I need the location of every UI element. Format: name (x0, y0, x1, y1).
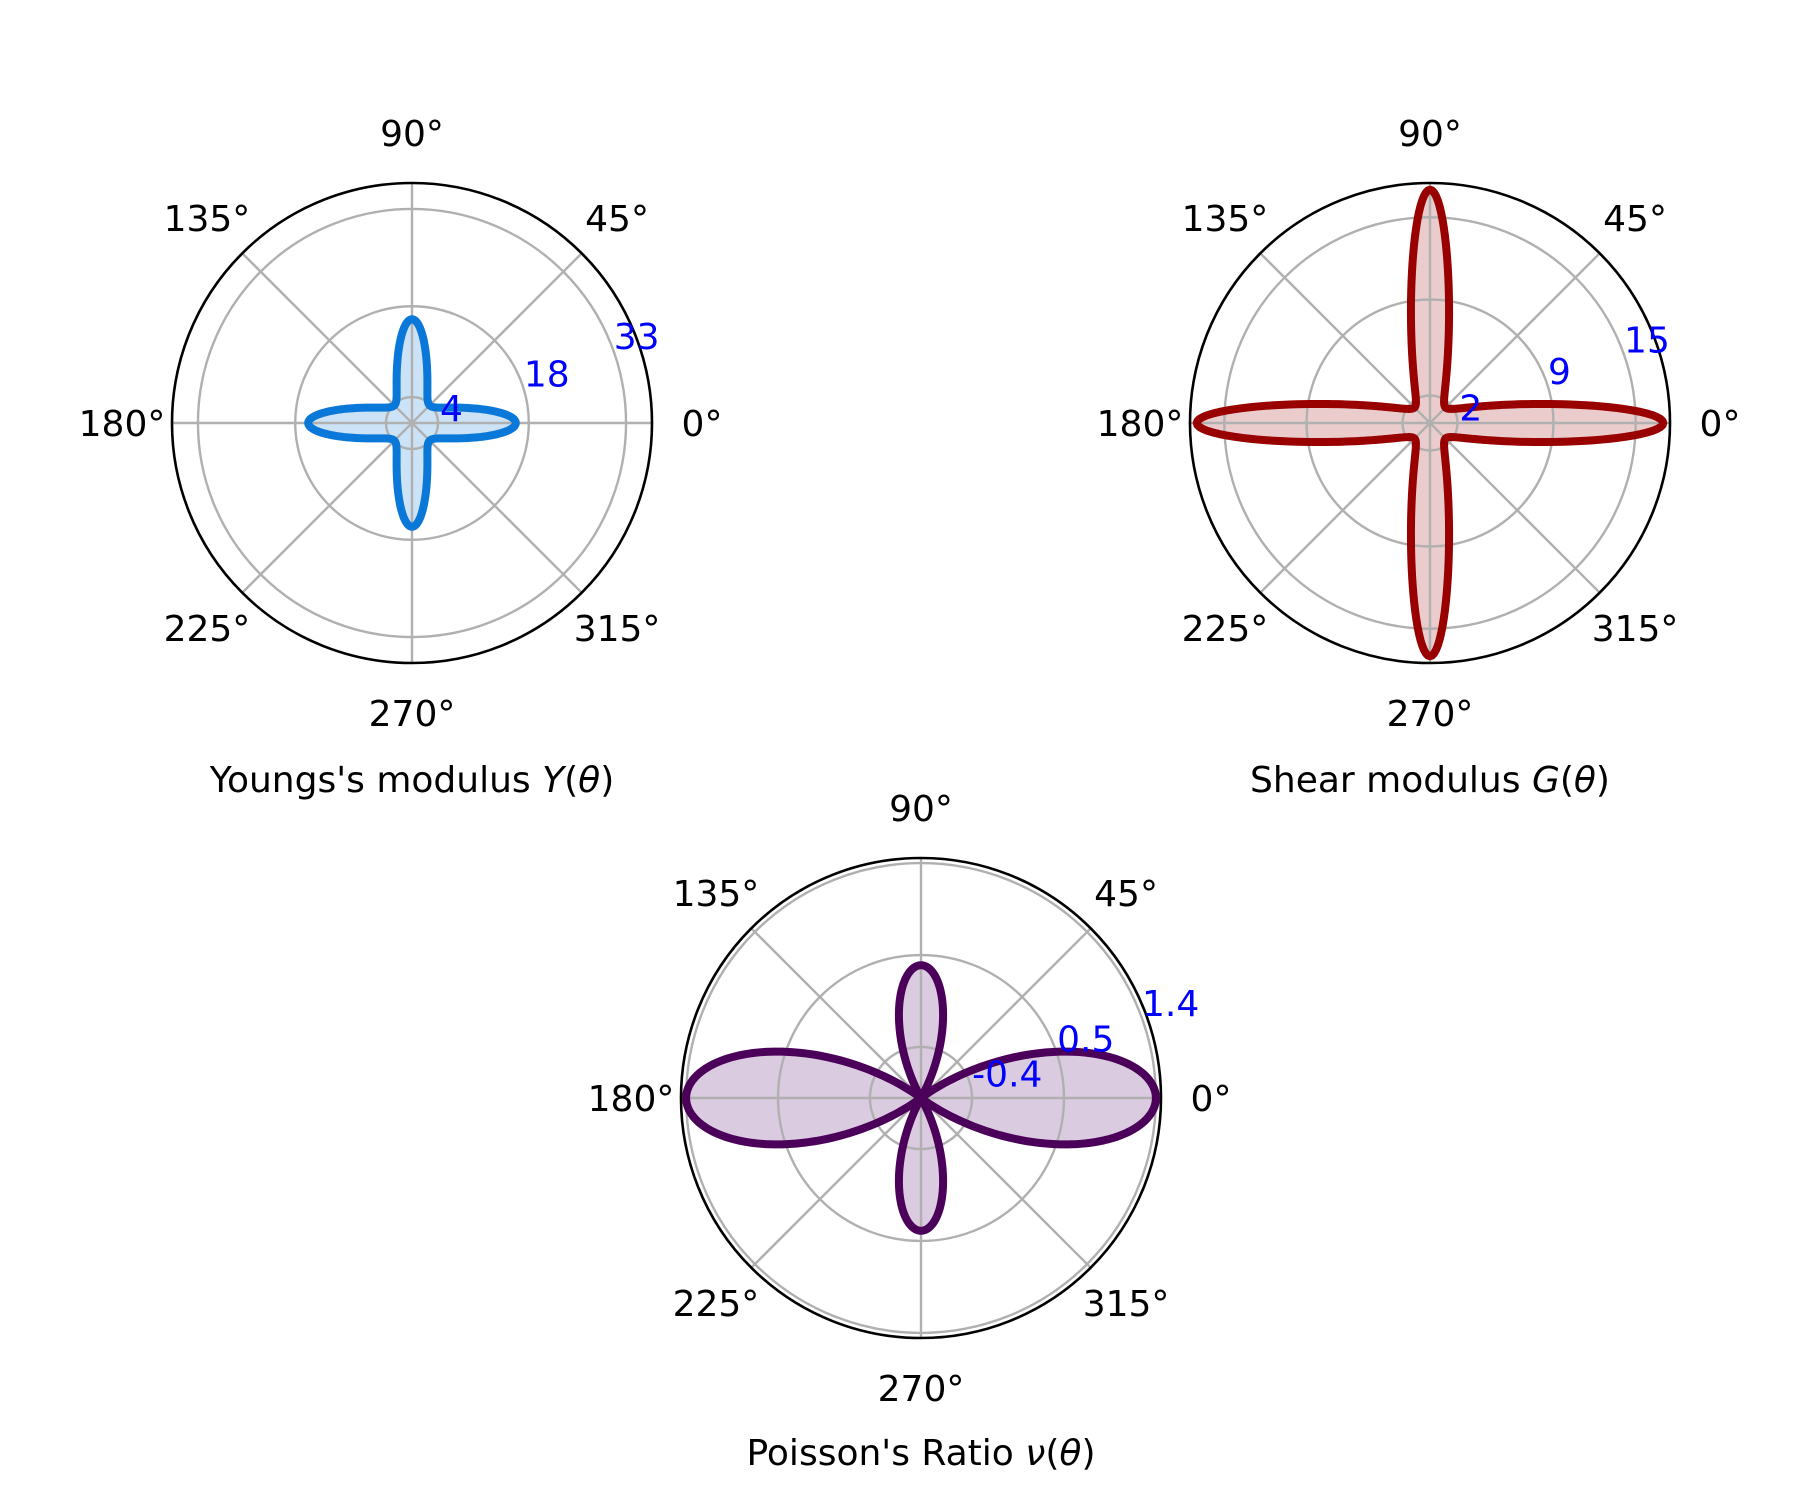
angle-tick-label: 45° (1094, 874, 1158, 915)
angle-tick-label: 180° (79, 404, 166, 445)
angular-gridline (1429, 252, 1601, 424)
angle-tick-label: 0° (1191, 1079, 1232, 1120)
radial-gridline (1223, 216, 1637, 630)
angle-tick-label: 225° (1182, 609, 1269, 650)
angular-gridline (1259, 252, 1431, 424)
panel-title: Youngs's modulus Y(θ) (209, 760, 614, 801)
angle-tick-label: 0° (682, 404, 723, 445)
polar-frame (679, 856, 1163, 1340)
angle-tick-label: 315° (1592, 609, 1679, 650)
angular-gridline (750, 927, 922, 1099)
angular-gridline (920, 927, 1092, 1099)
angle-tick-label: 90° (889, 789, 953, 830)
radial-tick-label: 4 (440, 389, 463, 430)
series-line (304, 315, 520, 531)
angular-gridline (241, 252, 413, 424)
radial-tick-label: -0.4 (972, 1054, 1042, 1095)
radial-gridline (294, 305, 530, 541)
angular-gridline (241, 422, 413, 594)
angle-tick-label: 135° (164, 199, 251, 240)
angular-gridline (411, 422, 583, 594)
radial-tick-label: 1.4 (1142, 984, 1199, 1025)
angle-tick-label: 270° (369, 694, 456, 735)
radial-gridline (1305, 298, 1555, 548)
radial-tick-label: 18 (524, 354, 570, 395)
angle-tick-label: 0° (1700, 404, 1741, 445)
angle-tick-label: 135° (1182, 199, 1269, 240)
radial-gridline (868, 1045, 974, 1151)
series-line (682, 961, 1160, 1235)
angle-tick-label: 225° (164, 609, 251, 650)
angle-tick-label: 315° (574, 609, 661, 650)
angle-tick-label: 45° (585, 199, 649, 240)
angular-gridline (1429, 422, 1601, 594)
angle-tick-label: 180° (588, 1079, 675, 1120)
radial-tick-label: 9 (1548, 352, 1571, 393)
angle-tick-label: 180° (1097, 404, 1184, 445)
angle-tick-label: 315° (1083, 1284, 1170, 1325)
poissons-ratio-polar-chart: 0° 45° 90° 135° 180° 225° 270° 315° -0.4 0.5 1.4 Po… (588, 789, 1232, 1474)
angle-tick-label: 90° (380, 114, 444, 155)
angular-gridline (411, 252, 583, 424)
radial-gridline (196, 207, 628, 639)
angle-tick-label: 45° (1603, 199, 1667, 240)
radial-tick-label: 0.5 (1057, 1019, 1114, 1060)
radial-tick-label: 2 (1459, 389, 1482, 430)
shear-modulus-polar-chart: 0° 45° 90° 135° 180° 225° 270° 315° 2 9 15 Shear mo… (1097, 114, 1741, 801)
angle-tick-label: 270° (878, 1369, 965, 1410)
angle-tick-label: 270° (1387, 694, 1474, 735)
angular-gridline (1259, 422, 1431, 594)
panel-title: Shear modulus G(θ) (1250, 760, 1610, 801)
polar-frame (170, 181, 654, 665)
angle-tick-label: 135° (673, 874, 760, 915)
radial-gridline (384, 395, 440, 451)
polar-frame (1188, 181, 1672, 665)
radial-tick-label: 15 (1624, 320, 1670, 361)
angle-tick-label: 90° (1398, 114, 1462, 155)
angular-gridline (750, 1097, 922, 1269)
radial-tick-label: 33 (614, 317, 660, 358)
angle-tick-label: 225° (673, 1284, 760, 1325)
radial-gridline (1401, 394, 1459, 452)
panel-title: Poisson's Ratio ν(θ) (746, 1433, 1095, 1474)
angular-gridline (920, 1097, 1092, 1269)
series-line (1192, 185, 1668, 661)
youngs-modulus-polar-chart: 0° 45° 90° 135° 180° 225° 270° 315° 4 18 33 Youngs'… (79, 114, 723, 801)
radial-gridline (776, 953, 1066, 1243)
